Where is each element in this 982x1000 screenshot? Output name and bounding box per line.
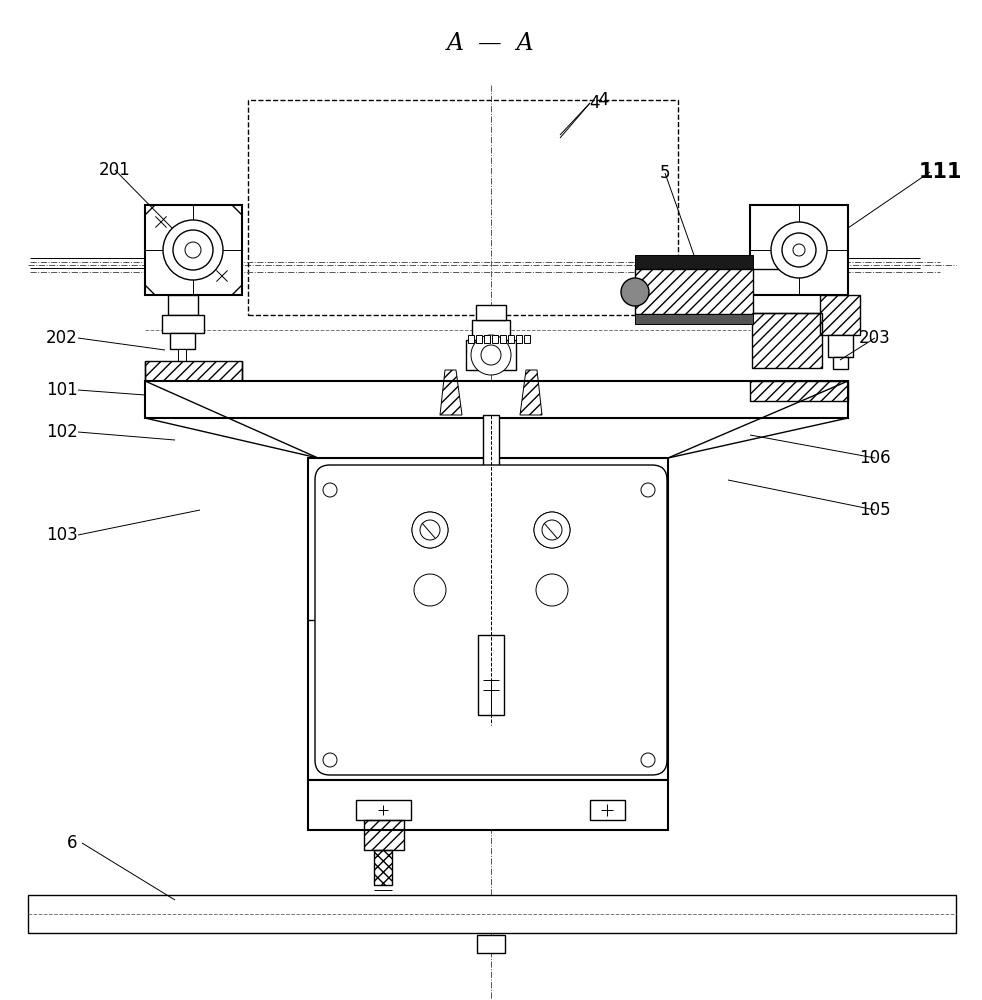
Bar — [364, 820, 404, 850]
Circle shape — [771, 222, 827, 278]
Bar — [145, 205, 242, 295]
Bar — [162, 315, 204, 333]
Bar — [750, 205, 848, 295]
Bar — [476, 305, 506, 320]
Bar — [590, 800, 625, 820]
Bar — [308, 780, 668, 830]
Circle shape — [420, 520, 440, 540]
FancyBboxPatch shape — [315, 465, 667, 775]
Bar — [170, 333, 195, 349]
Text: 5: 5 — [660, 164, 671, 182]
Bar — [28, 895, 956, 933]
Circle shape — [471, 335, 511, 375]
Circle shape — [793, 244, 805, 256]
Bar — [820, 295, 860, 335]
Circle shape — [534, 512, 570, 548]
Text: A  —  A: A — A — [447, 31, 535, 54]
Bar — [145, 361, 242, 381]
Circle shape — [641, 483, 655, 497]
Text: 101: 101 — [46, 381, 78, 399]
Bar — [750, 381, 848, 401]
Bar — [145, 381, 848, 418]
Circle shape — [412, 512, 448, 548]
Bar — [635, 255, 753, 269]
Bar — [477, 935, 505, 953]
Circle shape — [536, 574, 568, 606]
Bar — [828, 335, 853, 357]
Bar — [248, 100, 678, 315]
Text: 202: 202 — [46, 329, 78, 347]
Bar — [356, 800, 411, 820]
Circle shape — [621, 278, 649, 306]
Bar — [472, 320, 510, 340]
Bar — [508, 335, 514, 343]
Bar — [374, 850, 392, 885]
Circle shape — [542, 520, 562, 540]
Text: 105: 105 — [859, 501, 891, 519]
Bar — [484, 335, 490, 343]
Bar — [833, 357, 848, 369]
Circle shape — [323, 483, 337, 497]
Bar — [524, 335, 530, 343]
Text: 111: 111 — [918, 162, 961, 182]
Bar — [308, 458, 668, 780]
Text: 201: 201 — [99, 161, 131, 179]
Circle shape — [542, 520, 562, 540]
Circle shape — [414, 574, 446, 606]
Circle shape — [641, 753, 655, 767]
Circle shape — [163, 220, 223, 280]
Text: 203: 203 — [859, 329, 891, 347]
Text: 103: 103 — [46, 526, 78, 544]
Circle shape — [782, 233, 816, 267]
Bar — [635, 269, 753, 314]
Bar — [500, 335, 506, 343]
Text: 6: 6 — [67, 834, 78, 852]
Text: 102: 102 — [46, 423, 78, 441]
Bar — [468, 335, 474, 343]
Bar — [635, 314, 753, 324]
Circle shape — [420, 520, 440, 540]
Bar — [516, 335, 522, 343]
Bar — [168, 295, 198, 315]
Bar — [178, 349, 186, 361]
Bar — [478, 635, 504, 715]
Circle shape — [481, 345, 501, 365]
Circle shape — [534, 512, 570, 548]
Circle shape — [173, 230, 213, 270]
Circle shape — [323, 753, 337, 767]
Text: 4: 4 — [590, 94, 600, 112]
Bar — [476, 335, 482, 343]
Bar — [492, 335, 498, 343]
Circle shape — [185, 242, 201, 258]
Text: 106: 106 — [859, 449, 891, 467]
Bar — [483, 415, 499, 725]
Bar — [752, 313, 822, 368]
Bar — [466, 340, 516, 370]
Text: 4: 4 — [597, 91, 609, 109]
Circle shape — [412, 512, 448, 548]
